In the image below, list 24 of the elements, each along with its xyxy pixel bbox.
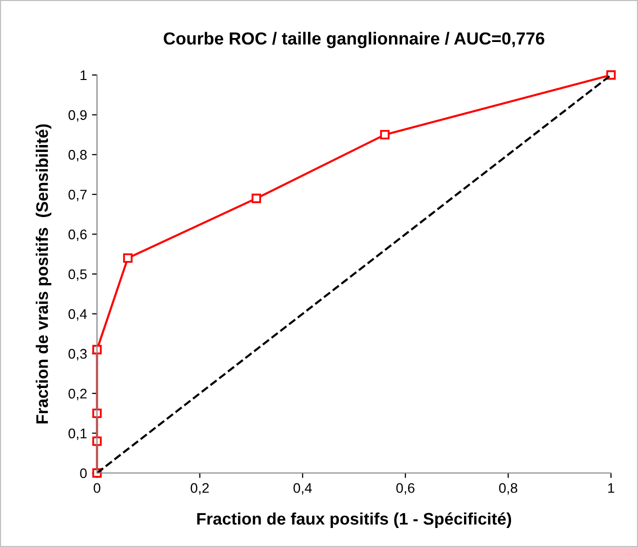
y-tick-label: 0,5: [68, 269, 87, 281]
y-tick-label: 0,6: [68, 230, 87, 242]
x-tick-label: 0,6: [396, 483, 414, 495]
point: [92, 344, 102, 354]
x-tick-label: 0,4: [293, 483, 312, 495]
point: [252, 194, 262, 204]
y-axis-title: Fraction de vrais positifs (Sensibilité): [36, 124, 52, 424]
y-tick-label: 0,7: [68, 190, 87, 202]
y-tick-label: 0,9: [68, 110, 87, 122]
y-tick-label: 0,2: [68, 388, 87, 400]
y-tick-label: 0,8: [68, 150, 87, 162]
y-tick-label: 1: [80, 70, 87, 80]
x-tick-label: 0,8: [499, 483, 518, 495]
chart-title: Courbe ROC / taille ganglionnaire / AUC=0,776: [164, 32, 544, 48]
point: [380, 130, 390, 140]
x-tick-label: 0: [94, 483, 100, 493]
x-tick-label: 0,2: [190, 483, 209, 495]
y-tick-label: 0,4: [68, 309, 87, 321]
y-tick-label: 0: [80, 468, 87, 478]
point: [123, 253, 133, 263]
x-tick-label: 1: [608, 483, 614, 493]
y-tick-label: 0,3: [68, 348, 87, 360]
x-axis-title: Fraction de faux positifs (1 - Spécificité): [197, 512, 512, 528]
y-tick-label: 0,1: [68, 428, 87, 440]
